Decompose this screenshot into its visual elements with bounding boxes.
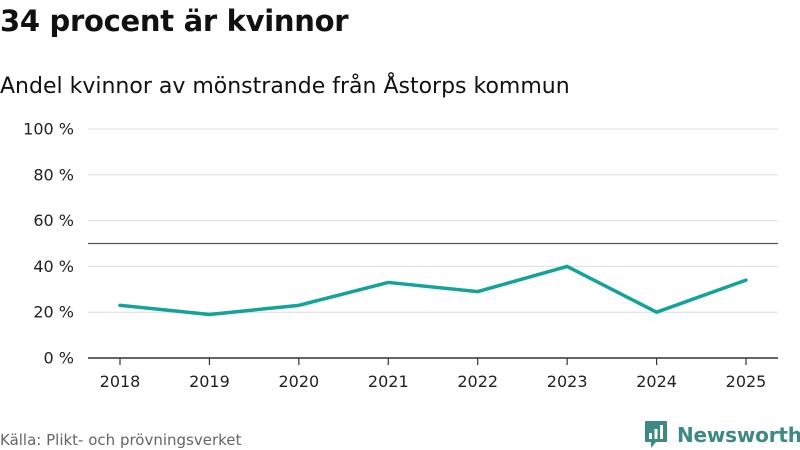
line-chart: 0 % 20 % 40 % 60 % 80 % 100 % 2018 2019 2020 202… [23,120,778,391]
y-tick-label: 60 % [33,211,74,230]
x-tick-label: 2022 [457,372,498,391]
x-tick-label: 2019 [189,372,230,391]
source-note: Källa: Plikt- och prövningsverket [0,431,242,449]
y-tick-label: 40 % [33,257,74,276]
x-tick-label: 2025 [726,372,767,391]
brand-name: Newsworthy [677,423,800,447]
x-tick-label: 2021 [368,372,409,391]
x-axis-labels: 2018 2019 2020 2021 2022 2023 2024 2025 [100,372,767,391]
newsworthy-logo-icon [645,421,667,448]
x-tick-label: 2018 [100,372,141,391]
chart-title: 34 procent är kvinnor [0,4,349,38]
y-tick-label: 20 % [33,303,74,322]
gridlines [88,128,778,313]
x-tick-label: 2024 [636,372,677,391]
x-tick-label: 2020 [278,372,319,391]
brand-logo: Newsworthy [644,420,800,450]
y-tick-label: 0 % [44,349,74,368]
y-tick-label: 80 % [33,165,74,184]
series-line [118,264,748,317]
chart-subtitle: Andel kvinnor av mönstrande från Åstorps… [0,74,570,99]
x-axis [88,357,778,365]
x-tick-label: 2023 [547,372,588,391]
y-tick-label: 100 % [23,120,74,139]
series-group [118,264,748,317]
y-axis-labels: 0 % 20 % 40 % 60 % 80 % 100 % [23,120,74,368]
